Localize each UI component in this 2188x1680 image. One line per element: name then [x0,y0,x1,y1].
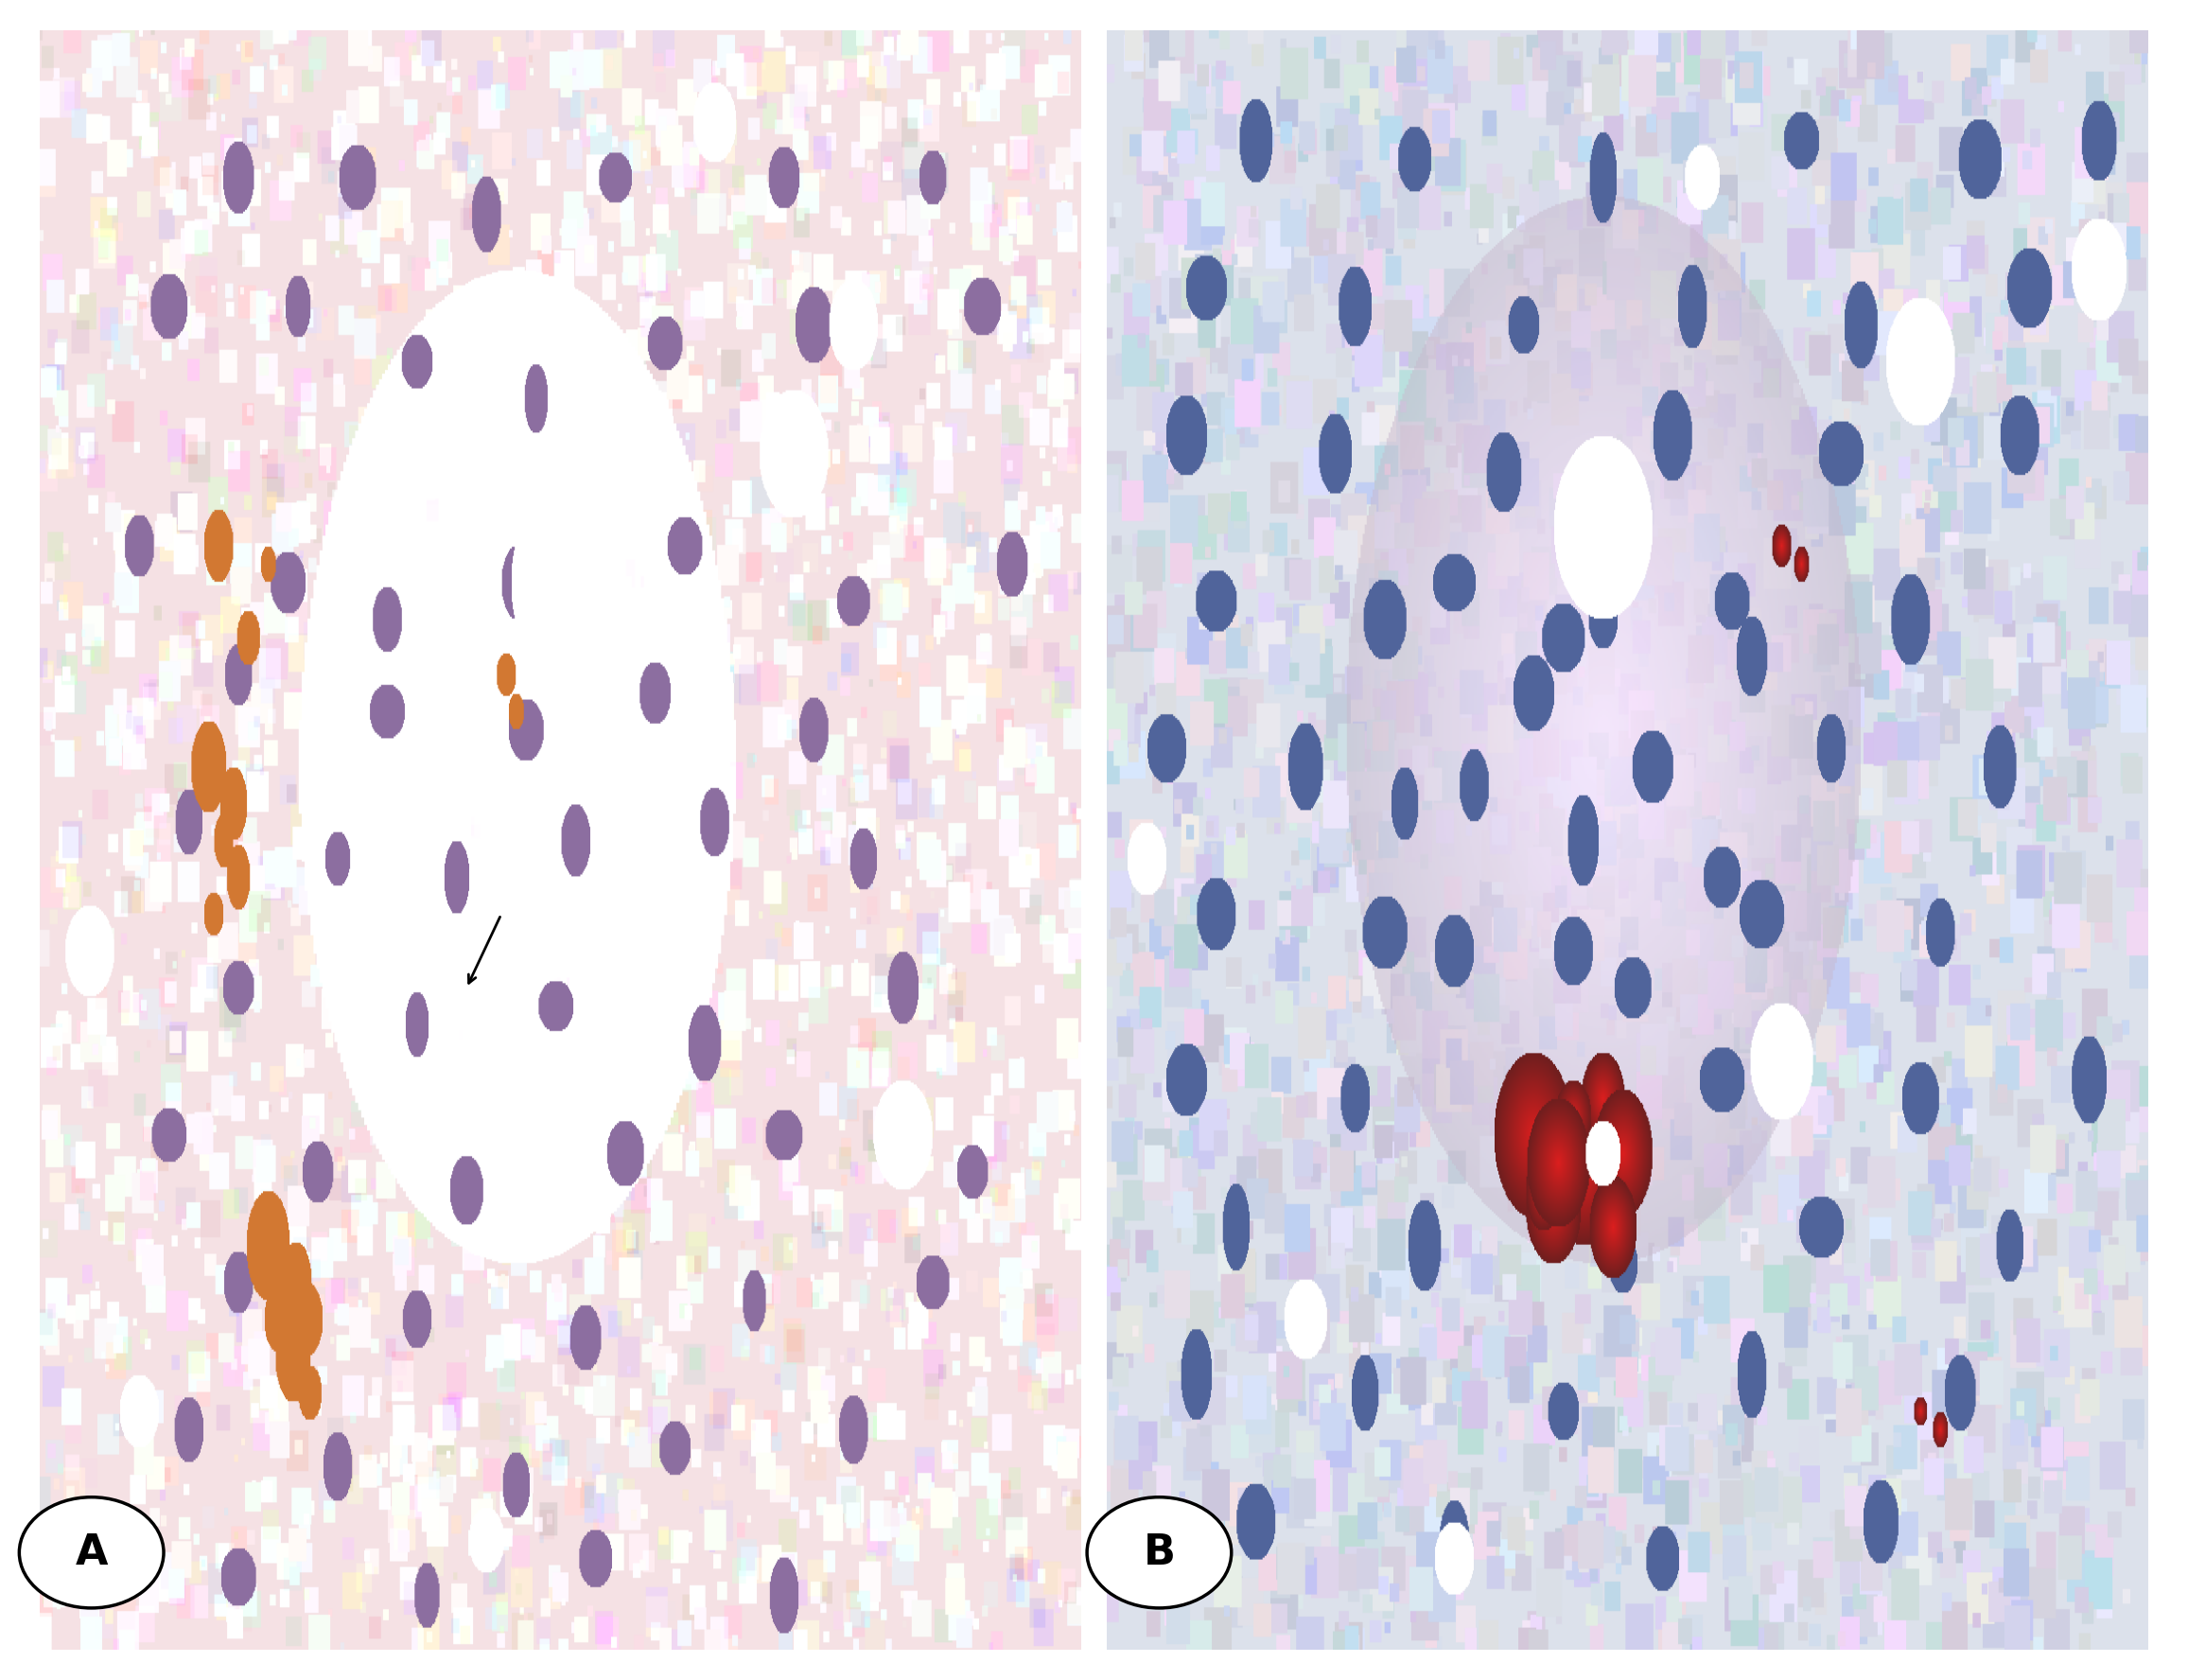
Text: B: B [1142,1532,1175,1572]
Text: A: A [74,1532,107,1572]
